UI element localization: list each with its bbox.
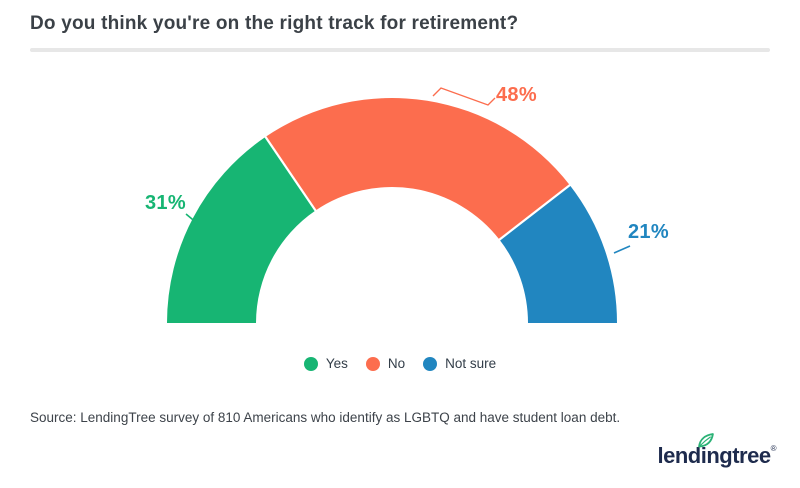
logo-text-part1: lend	[657, 443, 701, 468]
chart-legend: Yes No Not sure	[0, 356, 800, 371]
slice-yes	[167, 136, 316, 323]
slice-no	[265, 98, 570, 240]
title-divider	[30, 48, 770, 52]
separator-line	[497, 183, 572, 242]
legend-label-yes: Yes	[325, 356, 348, 371]
legend-label-no: No	[387, 356, 406, 371]
leader-line-yes	[185, 213, 199, 225]
logo-text-part2: i	[700, 443, 707, 468]
slice-not-sure	[499, 185, 617, 323]
legend-label-not-sure: Not sure	[445, 356, 497, 371]
leader-line-no	[432, 87, 496, 106]
legend-item-no: No	[365, 356, 406, 371]
data-label-not-sure: 21%	[628, 221, 669, 243]
legend-item-yes: Yes	[303, 356, 348, 371]
source-note: Source: LendingTree survey of 810 Americ…	[30, 410, 621, 425]
registered-mark: ®	[770, 444, 777, 453]
slice-separators	[264, 135, 572, 242]
logo-text-part3: ngtree	[706, 443, 771, 468]
leader-line-not-sure	[613, 245, 631, 254]
legend-swatch-no-icon	[365, 356, 380, 371]
leaf-icon	[697, 433, 714, 448]
donut-slices	[167, 98, 617, 323]
legend-item-not-sure: Not sure	[423, 356, 496, 371]
legend-swatch-not-sure-icon	[423, 356, 438, 371]
data-label-no: 48%	[496, 84, 537, 106]
data-label-yes: 31%	[145, 192, 186, 214]
page-title: Do you think you're on the right track f…	[30, 13, 519, 34]
legend-swatch-yes-icon	[303, 356, 318, 371]
logo-letter-i: i	[697, 433, 714, 469]
separator-line	[264, 135, 318, 212]
brand-logo: lend ingtree®	[657, 433, 777, 469]
